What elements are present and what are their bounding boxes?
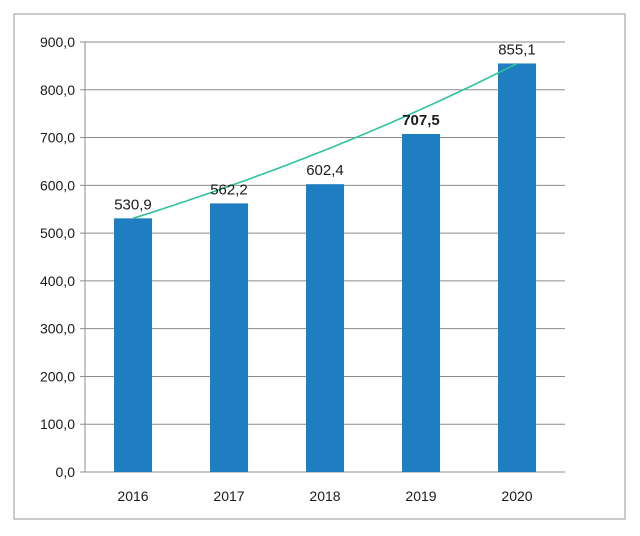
- y-tick-label: 500,0: [40, 225, 75, 241]
- data-labels: 530,9 562,2 602,4 707,5 855,1: [114, 41, 536, 213]
- data-label: 530,9: [114, 196, 152, 213]
- trendline: [132, 62, 518, 220]
- data-label: 602,4: [306, 162, 344, 179]
- bar-2016: [114, 218, 152, 472]
- bar-2020: [498, 63, 536, 473]
- x-tick-label: 2017: [213, 488, 244, 504]
- bar-2019: [402, 133, 440, 472]
- x-tick-label: 2016: [117, 488, 148, 504]
- y-tick-label: 700,0: [40, 130, 75, 146]
- y-tick-label: 0,0: [56, 464, 76, 480]
- bar-2017: [210, 203, 248, 473]
- data-label: 855,1: [498, 41, 536, 58]
- y-tick-label: 100,0: [40, 416, 75, 432]
- y-tick-label: 400,0: [40, 273, 75, 289]
- y-tick-label: 300,0: [40, 321, 75, 337]
- data-label: 562,2: [210, 181, 248, 198]
- y-axis-ticks: 0,0 100,0 200,0 300,0 400,0 500,0 600,0 700,0 80…: [40, 34, 75, 480]
- y-tick-label: 200,0: [40, 368, 75, 384]
- data-label: 707,5: [402, 112, 440, 129]
- x-axis-ticks: 2016 2017 2018 2019 2020: [117, 488, 532, 504]
- bars: [114, 63, 536, 473]
- x-tick-label: 2018: [309, 488, 340, 504]
- bar-2018: [306, 184, 344, 473]
- y-tick-label: 800,0: [40, 82, 75, 98]
- x-tick-label: 2020: [501, 488, 532, 504]
- x-tick-label: 2019: [405, 488, 436, 504]
- y-tick-label: 900,0: [40, 34, 75, 50]
- trendline-curve: [132, 62, 518, 220]
- y-tick-label: 600,0: [40, 177, 75, 193]
